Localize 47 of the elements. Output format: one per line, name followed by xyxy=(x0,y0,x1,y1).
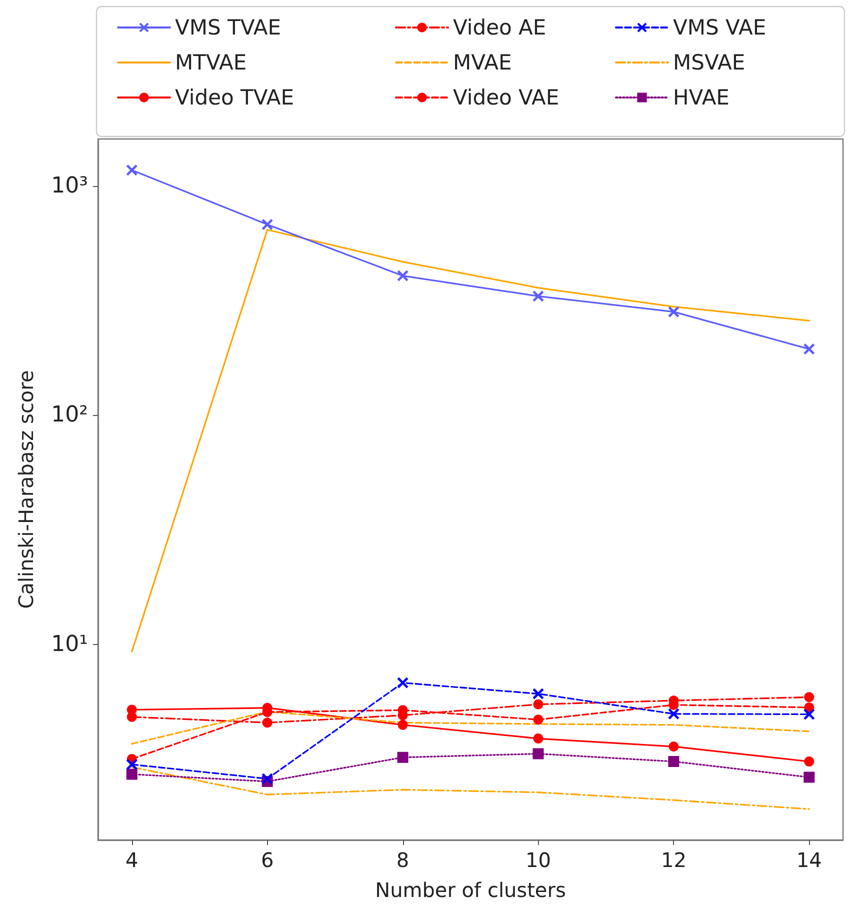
legend-label: MTVAE xyxy=(175,50,247,74)
legend-label: VMS TVAE xyxy=(175,16,281,40)
point xyxy=(804,692,814,702)
point xyxy=(533,714,544,725)
point xyxy=(668,742,679,752)
y-axis-title: Calinski-Harabasz score xyxy=(14,370,38,609)
point xyxy=(668,708,680,720)
point xyxy=(262,218,273,230)
legend-label: MVAE xyxy=(453,50,512,74)
legend-label: HVAE xyxy=(673,86,730,110)
x-tick-label: 12 xyxy=(660,848,686,872)
point xyxy=(126,758,138,770)
point xyxy=(804,756,814,766)
line-series xyxy=(131,710,810,745)
point xyxy=(262,773,273,784)
x-tick-label: 8 xyxy=(396,848,410,872)
x-axis-title: Number of clusters xyxy=(375,878,566,902)
point xyxy=(126,712,137,722)
point xyxy=(532,688,544,700)
x-tick-label: 14 xyxy=(796,848,822,872)
point xyxy=(804,708,815,720)
point xyxy=(668,756,680,768)
legend-label: Video AE xyxy=(453,16,546,40)
point xyxy=(397,752,408,763)
point xyxy=(668,306,680,318)
y-tick-label: 10¹ xyxy=(51,632,88,657)
x-tick-label: 6 xyxy=(260,848,274,872)
point xyxy=(804,772,815,783)
y-tick-label: 10³ xyxy=(51,173,88,198)
point xyxy=(398,720,408,730)
point xyxy=(533,699,544,710)
point xyxy=(397,270,408,282)
point xyxy=(532,290,544,302)
point xyxy=(262,718,272,728)
point xyxy=(126,164,138,176)
legend-label: MSVAE xyxy=(673,50,746,74)
point xyxy=(126,768,138,780)
legend-label: Video VAE xyxy=(453,86,560,110)
point xyxy=(532,748,544,760)
y-tick-label: 10² xyxy=(51,402,88,428)
point xyxy=(804,344,815,355)
point xyxy=(397,677,408,688)
point xyxy=(533,734,544,744)
legend-label: Video TVAE xyxy=(175,86,294,110)
legend-label: VMS VAE xyxy=(673,16,766,40)
x-tick-label: 10 xyxy=(526,848,551,872)
x-tick-label: 4 xyxy=(125,848,138,872)
